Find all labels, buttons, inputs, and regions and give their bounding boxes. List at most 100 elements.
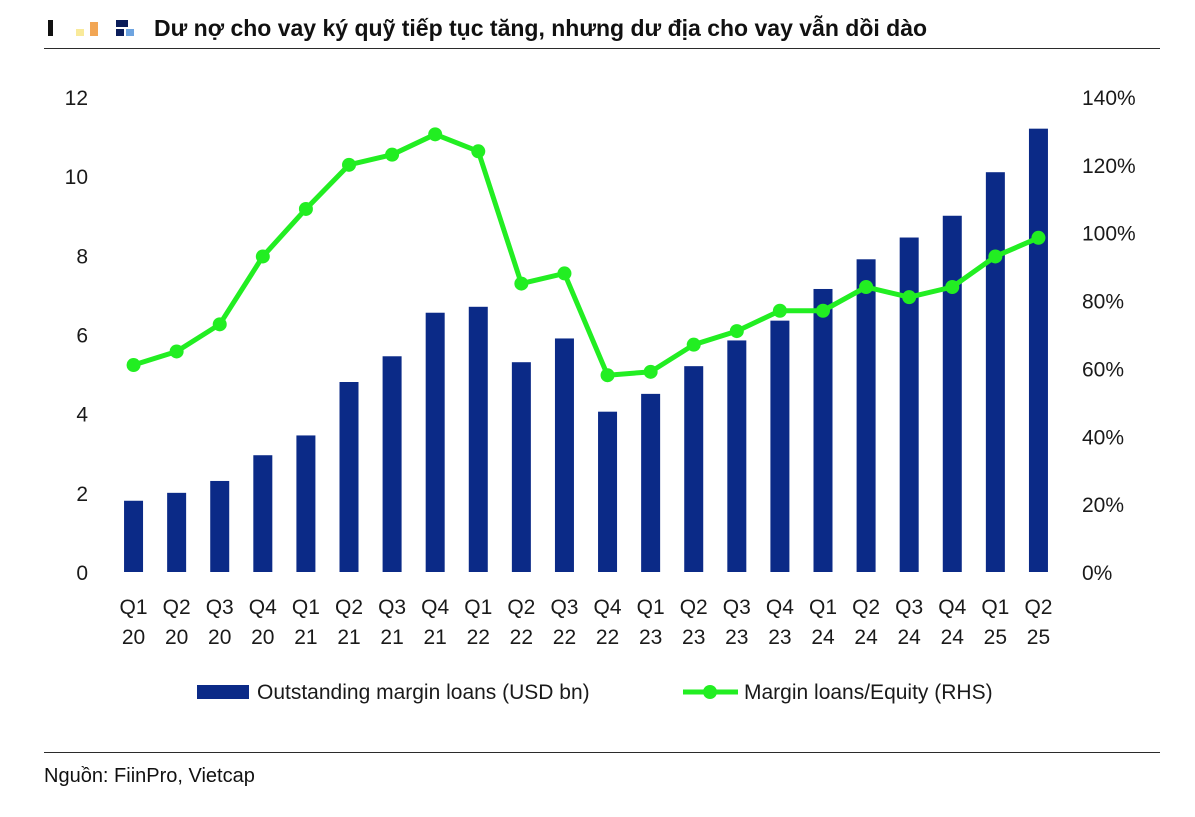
header: Dư nợ cho vay ký quỹ tiếp tục tăng, nhưn…: [44, 10, 1160, 49]
line-point-12: [643, 364, 658, 379]
x-tick-label-year: 20: [165, 626, 188, 649]
x-tick-label-quarter: Q1: [981, 596, 1009, 619]
x-tick-label-year: 22: [553, 626, 576, 649]
x-tick-label-quarter: Q1: [637, 596, 665, 619]
y-left-tick-label: 6: [76, 325, 88, 348]
y-left-tick-label: 12: [65, 87, 88, 110]
x-tick-label-year: 22: [510, 626, 533, 649]
legend-line-label: Margin loans/Equity (RHS): [744, 681, 993, 704]
x-tick-label-year: 25: [1027, 626, 1050, 649]
line-point-10: [557, 266, 572, 281]
line-point-1: [169, 344, 184, 359]
y-right-tick-label: 80%: [1082, 291, 1124, 314]
y-right-tick-label: 140%: [1082, 87, 1136, 110]
x-tick-label-year: 22: [467, 626, 490, 649]
bar-series: [124, 128, 1048, 573]
x-tick-label-year: 21: [424, 626, 447, 649]
x-tick-label-year: 24: [854, 626, 878, 649]
x-tick-label-quarter: Q2: [507, 596, 535, 619]
line-point-6: [385, 147, 400, 162]
legend-line-marker: [703, 685, 717, 699]
x-tick-label-quarter: Q2: [163, 596, 191, 619]
bar-10: [554, 338, 574, 572]
x-tick-label-quarter: Q3: [206, 596, 234, 619]
x-tick-label-year: 23: [639, 626, 662, 649]
legend: Outstanding margin loans (USD bn) Margin …: [197, 681, 993, 704]
bar-16: [813, 288, 833, 572]
x-tick-label-year: 23: [725, 626, 748, 649]
line-point-14: [729, 324, 744, 339]
line-point-4: [298, 201, 313, 216]
x-tick-label-year: 23: [768, 626, 791, 649]
y-left-tick-label: 4: [76, 404, 88, 427]
bar-9: [511, 362, 531, 572]
x-tick-label-year: 21: [380, 626, 403, 649]
y-left-tick-label: 0: [76, 562, 88, 585]
x-tick-label-quarter: Q4: [766, 596, 794, 619]
x-tick-label-quarter: Q3: [550, 596, 578, 619]
x-tick-label-quarter: Q1: [120, 596, 148, 619]
x-tick-label-quarter: Q3: [378, 596, 406, 619]
y-right-tick-label: 120%: [1082, 155, 1136, 178]
bar-8: [468, 306, 488, 572]
x-tick-label-year: 25: [984, 626, 1007, 649]
bar-3: [253, 455, 273, 572]
x-tick-label-quarter: Q3: [723, 596, 751, 619]
bar-19: [942, 215, 962, 572]
bar-14: [727, 340, 747, 572]
x-tick-label-year: 21: [294, 626, 317, 649]
legend-bar-label: Outstanding margin loans (USD bn): [257, 681, 590, 704]
x-tick-label-quarter: Q2: [335, 596, 363, 619]
chart-title: Dư nợ cho vay ký quỹ tiếp tục tăng, nhưn…: [154, 15, 928, 41]
y-left-tick-label: 8: [76, 245, 88, 268]
legend-bar-swatch: [197, 685, 249, 699]
bar-18: [899, 237, 919, 573]
bar-6: [382, 356, 402, 572]
y-left-tick-label: 2: [76, 483, 88, 506]
bar-7: [425, 312, 445, 572]
line-point-13: [686, 337, 701, 352]
y-right-tick-label: 60%: [1082, 358, 1124, 381]
bar-13: [684, 366, 704, 572]
x-tick-label-year: 20: [251, 626, 274, 649]
y-right-tick-label: 40%: [1082, 426, 1124, 449]
x-tick-label-quarter: Q3: [895, 596, 923, 619]
bar-20: [985, 172, 1005, 573]
bar-11: [598, 411, 618, 572]
bar-12: [641, 393, 661, 572]
line-point-3: [255, 249, 270, 264]
x-axis: Q1 20 Q2 20 Q3 20 Q4 20 Q1 21 Q2 21 Q3 21 Q4 21 Q1 22 Q2 22…: [120, 596, 1053, 649]
brand-logo-icon: [48, 20, 134, 36]
line-point-17: [859, 280, 874, 294]
y-right-tick-label: 0%: [1082, 562, 1112, 585]
x-tick-label-quarter: Q4: [594, 596, 622, 619]
line-point-5: [342, 157, 356, 172]
x-tick-label-quarter: Q2: [852, 596, 880, 619]
bar-4: [296, 435, 316, 572]
line-point-7: [428, 127, 443, 142]
bar-0: [124, 500, 144, 572]
bar-17: [856, 259, 876, 572]
y-axis-right: 0% 20% 40% 60% 80% 100% 120% 140%: [1082, 87, 1136, 585]
line-point-11: [600, 368, 615, 383]
x-tick-label-quarter: Q2: [1024, 596, 1052, 619]
footer-divider: [44, 752, 1160, 753]
x-tick-label-quarter: Q4: [938, 596, 966, 619]
y-right-tick-label: 100%: [1082, 223, 1136, 246]
line-series: [126, 127, 1046, 383]
x-tick-label-year: 24: [898, 626, 922, 649]
line-point-21: [1031, 230, 1046, 245]
y-left-tick-label: 10: [65, 166, 88, 189]
x-tick-label-year: 21: [337, 626, 360, 649]
x-tick-label-quarter: Q4: [421, 596, 449, 619]
line-point-18: [902, 290, 917, 305]
y-right-tick-label: 20%: [1082, 494, 1124, 517]
x-tick-label-year: 20: [122, 626, 145, 649]
line-point-0: [126, 358, 141, 373]
bar-15: [770, 320, 790, 572]
x-tick-label-year: 24: [941, 626, 965, 649]
y-axis-left: 0 2 4 6 8 10 12: [65, 87, 89, 585]
bar-21: [1028, 128, 1048, 572]
x-tick-label-year: 20: [208, 626, 231, 649]
